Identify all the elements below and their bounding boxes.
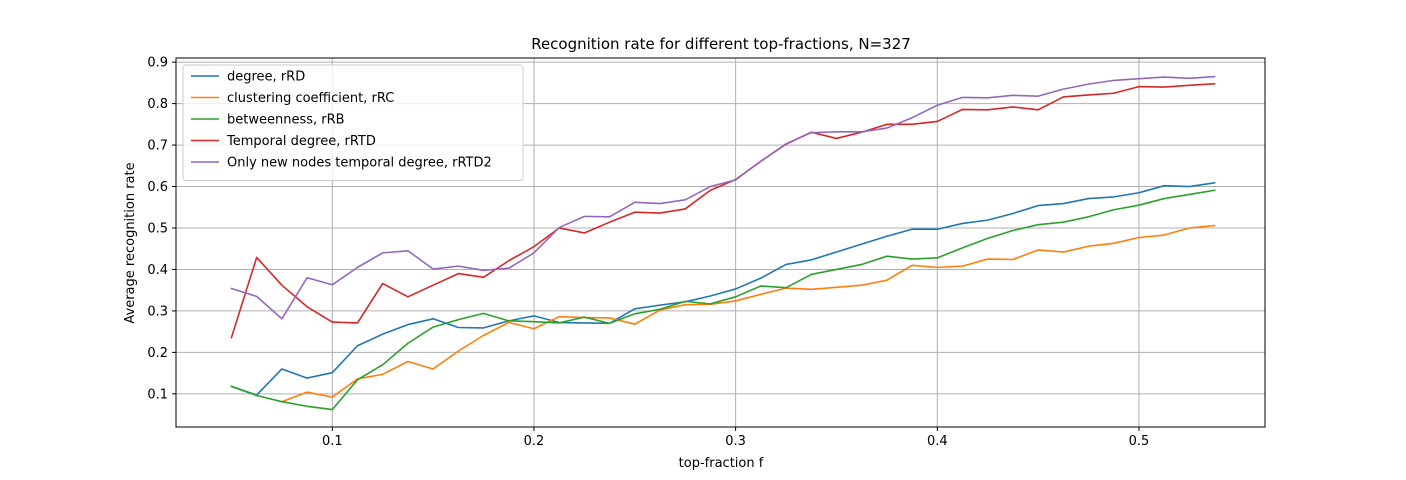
x-tick-label: 0.5 [1129,434,1150,449]
y-tick-label: 0.4 [147,263,168,278]
y-tick-label: 0.2 [147,346,168,361]
legend-label: betweenness, rRB [227,113,345,128]
series-line-2 [280,224,1216,403]
y-tick-label: 0.1 [147,387,168,402]
series-line-5 [230,75,1216,320]
y-axis-label: Average recognition rate [123,162,138,323]
x-tick-label: 0.2 [524,434,545,449]
chart-title: Recognition rate for different top-fract… [531,35,911,53]
x-axis-label: top-fraction f [679,456,764,471]
y-tick-label: 0.9 [147,56,168,71]
legend-label: clustering coefficient, rRC [227,91,394,106]
series-lines [230,75,1216,411]
series-line-1 [230,181,1216,396]
y-tick-label: 0.8 [147,97,168,112]
y-tick-label: 0.7 [147,139,168,154]
plot-area-frame [175,57,1266,428]
x-tick-label: 0.4 [927,434,948,449]
y-tick-label: 0.5 [147,221,168,236]
legend-label: Only new nodes temporal degree, rRTD2 [227,156,492,171]
axis-ticks: 0.1 0.2 0.3 0.4 0.5 0.1 0.2 0.3 0.4 0.5 0.6 0.7 0.8 0… [147,56,1149,449]
y-tick-label: 0.6 [147,180,168,195]
legend-box [182,64,524,181]
x-tick-label: 0.3 [725,434,746,449]
legend: degree, rRD clustering coefficient, rRC be… [182,64,524,181]
y-tick-label: 0.3 [147,304,168,319]
series-line-3 [230,189,1216,411]
x-tick-label: 0.1 [322,434,343,449]
legend-label: Temporal degree, rRTD [226,134,376,149]
legend-label: degree, rRD [227,70,305,85]
series-line-4 [230,82,1216,339]
